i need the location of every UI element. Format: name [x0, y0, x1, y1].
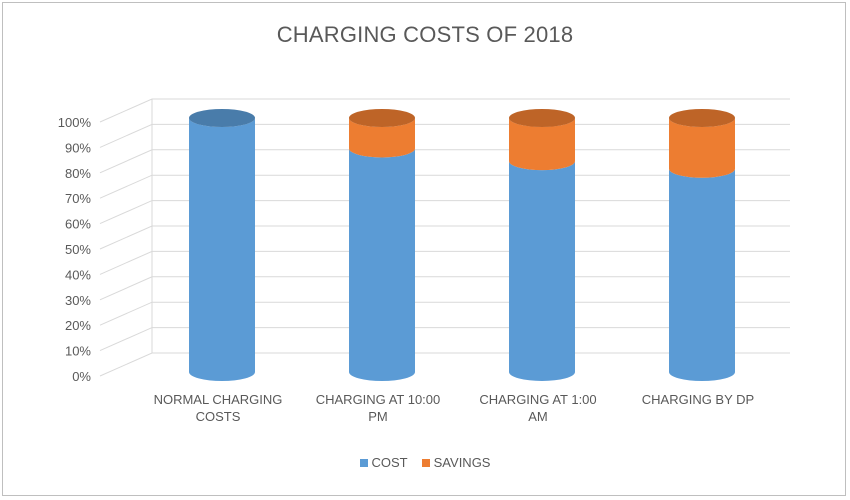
bar-savings — [349, 118, 415, 158]
bar-top-cap — [189, 109, 255, 127]
y-tick-label: 100% — [58, 115, 92, 130]
gridlines — [99, 98, 790, 377]
category-label: CHARGING AT 1:00 AM — [479, 392, 596, 424]
category-label: NORMAL CHARGING COSTS — [154, 392, 283, 424]
bar-cost — [349, 148, 415, 381]
bar-group — [669, 109, 735, 381]
y-tick-label: 50% — [65, 242, 91, 257]
legend: COST SAVINGS — [0, 455, 850, 470]
legend-label-savings: SAVINGS — [433, 455, 491, 470]
y-axis-ticks: 0% 10% 20% 30% 40% 50% 60% 70% 80% 90% 100% — [58, 115, 92, 384]
legend-swatch-cost — [359, 458, 368, 467]
bar-cost — [189, 118, 255, 381]
legend-label-cost: COST — [371, 455, 408, 470]
bar-top-cap — [509, 109, 575, 127]
y-tick-label: 20% — [65, 318, 91, 333]
category-label: CHARGING BY DP — [642, 392, 754, 407]
legend-swatch-savings — [421, 458, 430, 467]
y-tick-label: 10% — [65, 344, 91, 359]
y-tick-label: 80% — [65, 166, 91, 181]
bar-top-cap — [349, 109, 415, 127]
bar-group — [509, 109, 575, 381]
bars — [189, 109, 735, 381]
bar-savings — [669, 118, 735, 178]
legend-item-savings: SAVINGS — [421, 455, 491, 470]
category-label: CHARGING AT 10:00 PM — [316, 392, 441, 424]
y-tick-label: 70% — [65, 191, 91, 206]
bar-top-cap — [669, 109, 735, 127]
category-labels: NORMAL CHARGING COSTS CHARGING AT 10:00 PM C… — [154, 392, 755, 424]
y-tick-label: 60% — [65, 217, 91, 232]
bar-group — [349, 109, 415, 381]
y-tick-label: 0% — [72, 369, 91, 384]
bar-savings — [509, 118, 575, 171]
bar-cost — [669, 168, 735, 381]
y-tick-label: 30% — [65, 293, 91, 308]
bar-cost — [509, 161, 575, 381]
chart-title: CHARGING COSTS OF 2018 — [276, 22, 574, 47]
legend-item-cost: COST — [359, 455, 408, 470]
y-tick-label: 40% — [65, 267, 91, 282]
bar-group — [189, 109, 255, 381]
y-tick-label: 90% — [65, 140, 91, 155]
